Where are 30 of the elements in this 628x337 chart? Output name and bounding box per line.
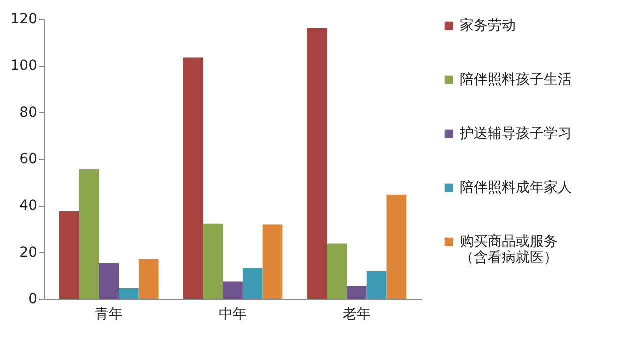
legend-label: 购买商品或服务（含看病就医） — [460, 234, 558, 266]
y-tick-label: 0 — [28, 292, 38, 308]
bar — [59, 212, 80, 299]
bar — [307, 28, 328, 299]
bar — [203, 224, 224, 299]
y-tick-label: 60 — [20, 152, 38, 168]
bar — [183, 58, 204, 299]
bar — [223, 282, 243, 299]
y-tick-label: 100 — [10, 58, 38, 74]
y-tick-label: 80 — [20, 104, 38, 121]
bar — [99, 264, 120, 299]
x-tick-label: 老年 — [342, 306, 371, 322]
bar — [327, 244, 347, 299]
y-tick-label: 120 — [10, 12, 38, 28]
legend-label: 家务劳动 — [460, 18, 516, 34]
bar — [138, 259, 159, 299]
legend-label: 陪伴照料孩子生活 — [460, 72, 572, 88]
bar — [242, 268, 263, 299]
bar — [366, 271, 387, 299]
bar — [119, 288, 139, 299]
bar — [386, 194, 407, 299]
bar — [346, 286, 367, 299]
x-tick-label: 青年 — [95, 306, 124, 322]
y-tick-label: 20 — [20, 244, 38, 261]
bar — [262, 224, 283, 299]
legend-label: 护送辅导孩子学习 — [459, 126, 572, 142]
legend-label: 陪伴照料成年家人 — [460, 180, 572, 196]
bar — [79, 170, 100, 299]
y-tick-label: 40 — [20, 198, 38, 214]
x-tick-label: 中年 — [219, 306, 247, 322]
